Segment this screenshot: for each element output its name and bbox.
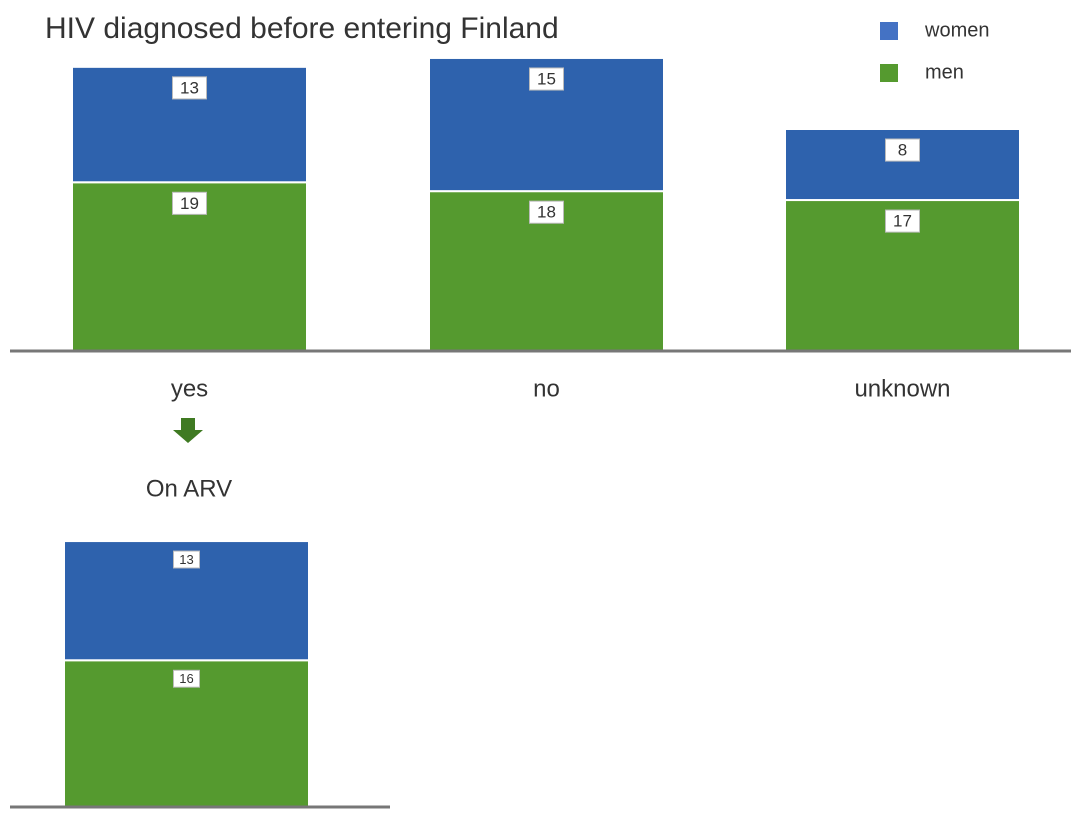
value-label: 18 bbox=[537, 203, 556, 222]
value-label: 13 bbox=[180, 78, 199, 97]
value-label-box bbox=[529, 67, 564, 91]
value-label: 13 bbox=[179, 552, 193, 567]
value-label-box bbox=[529, 200, 564, 224]
value-label: 8 bbox=[898, 141, 907, 160]
chart-title: HIV diagnosed before entering Finland bbox=[45, 12, 559, 45]
x-tick-label: no bbox=[533, 375, 560, 402]
value-label-box bbox=[172, 76, 207, 100]
value-label-box bbox=[173, 550, 200, 569]
value-label: 17 bbox=[893, 212, 912, 231]
legend-label: men bbox=[925, 61, 964, 83]
x-tick-label: unknown bbox=[854, 375, 950, 402]
legend-label: women bbox=[924, 19, 989, 41]
arrow bbox=[173, 418, 203, 443]
x-tick-label: yes bbox=[171, 375, 208, 402]
legend-swatch bbox=[880, 64, 898, 82]
value-label: 16 bbox=[179, 671, 193, 686]
value-label: 15 bbox=[537, 69, 556, 88]
value-label-box bbox=[885, 138, 920, 162]
value-label: 19 bbox=[180, 194, 199, 213]
value-label-box bbox=[172, 191, 207, 215]
value-label-box bbox=[885, 209, 920, 233]
legend-swatch bbox=[880, 22, 898, 40]
chart-title: On ARV bbox=[146, 475, 232, 502]
value-label-box bbox=[173, 669, 200, 688]
